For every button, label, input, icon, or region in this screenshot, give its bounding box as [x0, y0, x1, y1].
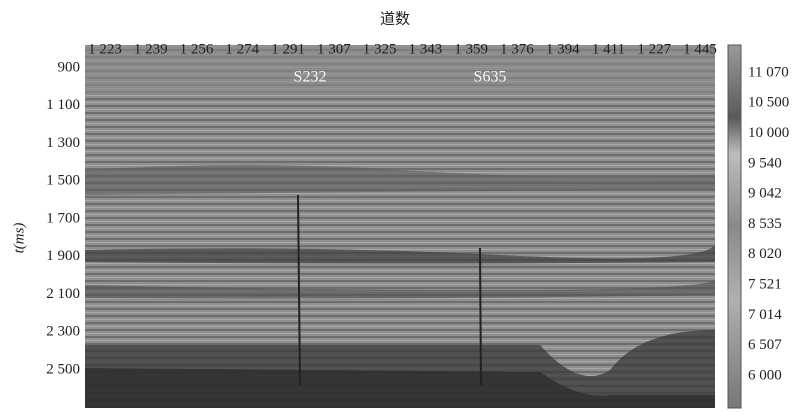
x-tick-label: 1 239 [134, 41, 168, 57]
x-tick-label: 1 291 [271, 41, 305, 57]
x-tick-label: 1 227 [637, 41, 671, 57]
title: 道数 [380, 10, 410, 27]
y-tick-label: 2 300 [46, 324, 80, 340]
colorbar-label: 8 535 [748, 216, 782, 232]
colorbar-label: 7 521 [748, 277, 782, 293]
x-tick-label: 1 274 [225, 41, 259, 57]
y-axis-label: t(ms) [11, 223, 27, 254]
seismic-figure: 道数 S232 S635 t(ms) 1 223 1 239 1 256 1 274 1… [0, 0, 805, 413]
colorbar-label: 8 020 [748, 246, 782, 262]
y-tick-label: 1 700 [46, 210, 80, 226]
x-tick-label: 1 394 [546, 41, 580, 57]
x-tick-label: 1 376 [500, 41, 534, 57]
colorbar-label: 9 042 [748, 186, 782, 202]
colorbar [728, 45, 741, 408]
well-label: S232 [294, 69, 327, 86]
colorbar-label: 9 540 [748, 155, 782, 171]
well-label: S635 [474, 69, 507, 86]
x-tick-label: 1 445 [683, 41, 717, 57]
y-tick-label: 2 100 [46, 286, 80, 302]
colorbar-label: 7 014 [748, 307, 782, 323]
x-tick-label: 1 256 [180, 41, 214, 57]
y-tick-label: 900 [58, 59, 81, 75]
seismic-section [85, 45, 715, 408]
y-tick-label: 1 300 [46, 135, 80, 151]
y-tick-label: 1 500 [46, 173, 80, 189]
colorbar-label: 6 000 [748, 367, 782, 383]
x-tick-label: 1 223 [88, 41, 122, 57]
colorbar-label: 11 070 [748, 64, 789, 80]
colorbar-label: 6 507 [748, 337, 782, 353]
y-tick-label: 1 100 [46, 97, 80, 113]
x-tick-label: 1 411 [592, 41, 625, 57]
colorbar-label: 10 500 [748, 95, 789, 111]
y-tick-label: 2 500 [46, 361, 80, 377]
x-tick-label: 1 325 [363, 41, 397, 57]
y-tick-label: 1 900 [46, 248, 80, 264]
x-tick-label: 1 359 [454, 41, 488, 57]
x-tick-label: 1 307 [317, 41, 351, 57]
x-tick-label: 1 343 [409, 41, 443, 57]
colorbar-label: 10 000 [748, 125, 789, 141]
